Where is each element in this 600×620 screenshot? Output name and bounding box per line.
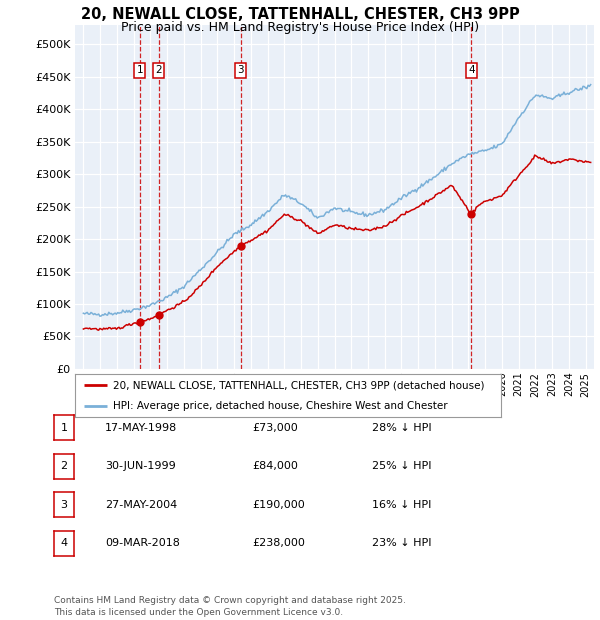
Text: 4: 4: [61, 538, 67, 548]
Text: Price paid vs. HM Land Registry's House Price Index (HPI): Price paid vs. HM Land Registry's House …: [121, 21, 479, 34]
Text: 1: 1: [136, 65, 143, 75]
Text: £73,000: £73,000: [252, 423, 298, 433]
Text: 20, NEWALL CLOSE, TATTENHALL, CHESTER, CH3 9PP (detached house): 20, NEWALL CLOSE, TATTENHALL, CHESTER, C…: [113, 380, 485, 390]
Text: 30-JUN-1999: 30-JUN-1999: [105, 461, 176, 471]
Text: £190,000: £190,000: [252, 500, 305, 510]
Text: 17-MAY-1998: 17-MAY-1998: [105, 423, 177, 433]
Text: 28% ↓ HPI: 28% ↓ HPI: [372, 423, 431, 433]
Text: 2: 2: [61, 461, 67, 471]
Text: HPI: Average price, detached house, Cheshire West and Chester: HPI: Average price, detached house, Ches…: [113, 401, 448, 411]
Text: 3: 3: [238, 65, 244, 75]
Text: £238,000: £238,000: [252, 538, 305, 548]
Text: Contains HM Land Registry data © Crown copyright and database right 2025.
This d: Contains HM Land Registry data © Crown c…: [54, 596, 406, 617]
Text: 20, NEWALL CLOSE, TATTENHALL, CHESTER, CH3 9PP: 20, NEWALL CLOSE, TATTENHALL, CHESTER, C…: [80, 7, 520, 22]
Text: 2: 2: [155, 65, 162, 75]
Text: 1: 1: [61, 423, 67, 433]
Text: £84,000: £84,000: [252, 461, 298, 471]
Text: 3: 3: [61, 500, 67, 510]
Text: 25% ↓ HPI: 25% ↓ HPI: [372, 461, 431, 471]
Text: 4: 4: [468, 65, 475, 75]
Text: 27-MAY-2004: 27-MAY-2004: [105, 500, 177, 510]
Text: 09-MAR-2018: 09-MAR-2018: [105, 538, 180, 548]
Text: 23% ↓ HPI: 23% ↓ HPI: [372, 538, 431, 548]
Text: 16% ↓ HPI: 16% ↓ HPI: [372, 500, 431, 510]
